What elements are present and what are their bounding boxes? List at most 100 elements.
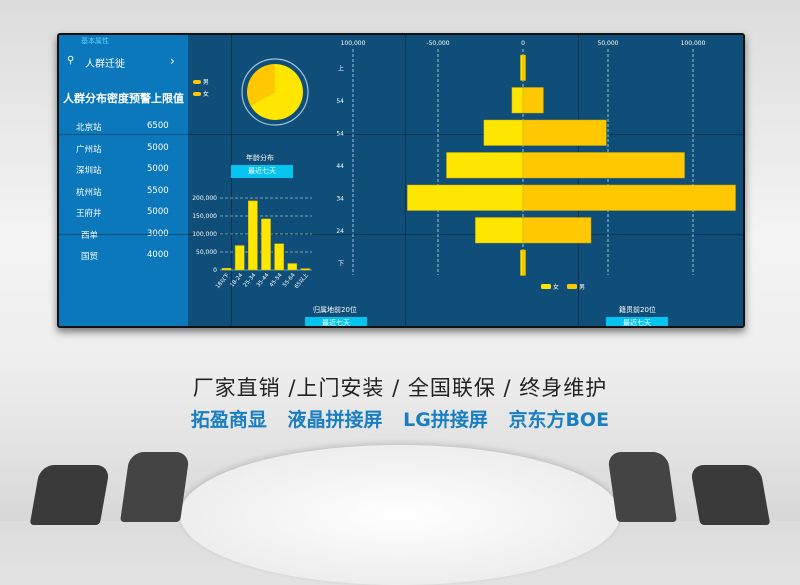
- age-chart-title: 年龄分布: [246, 154, 274, 162]
- station-name: 杭州站: [76, 187, 102, 198]
- station-name: 国贸: [81, 252, 99, 262]
- nav-label: 人群迁徙: [85, 59, 125, 70]
- pyramid-bar-女: [483, 119, 524, 146]
- pyramid-legend-swatch: [541, 284, 551, 289]
- pyramid-legend-swatch: [567, 284, 577, 289]
- bezel-seam: [405, 35, 406, 326]
- bezel-seam: [578, 35, 579, 326]
- pie-ring: [241, 58, 309, 126]
- station-threshold: 6500: [147, 121, 169, 131]
- pyramid-y-tick: 上: [338, 64, 344, 72]
- location-pin-icon: ⚲: [67, 55, 75, 66]
- chevron-right-icon: ›: [170, 54, 175, 68]
- station-name: 广州站: [76, 144, 102, 155]
- station-threshold: 5000: [147, 207, 169, 217]
- pyramid-bar-男: [522, 184, 736, 211]
- conference-table: [180, 445, 620, 585]
- age-x-tick: 18-24: [229, 272, 244, 288]
- pyramid-x-tick: 0: [521, 40, 525, 47]
- pyramid-bar-女: [520, 54, 524, 81]
- pyramid-bar-男: [522, 249, 526, 276]
- charts-layer: 200,000150,000100,00050,000018以下18-2425-…: [192, 40, 736, 291]
- age-x-tick: 65以上: [292, 271, 310, 290]
- station-threshold: 3000: [147, 228, 169, 239]
- section-label: 基本属性: [81, 37, 109, 45]
- station-name: 西单: [81, 230, 99, 241]
- origin-last-7-days-button[interactable]: 最近七天: [305, 317, 367, 326]
- age-last-7-days-button[interactable]: 最近七天: [231, 165, 293, 178]
- pyramid-x-tick: 100,000: [341, 40, 366, 47]
- left-panel: 基本属性 ⚲ 人群迁徙 › 人群分布密度预警上限值 北京站 6500 广州站 5…: [59, 35, 188, 326]
- station-threshold: 5500: [147, 185, 169, 196]
- station-row: 西单 3000: [59, 229, 188, 243]
- slogan-brands: 拓盈商显 液晶拼接屏 LG拼接屏 京东方BOE: [190, 409, 610, 431]
- bezel-seam: [59, 134, 743, 135]
- pyramid-bar-女: [475, 217, 524, 244]
- age-y-tick: 150,000: [192, 213, 217, 220]
- station-threshold: 5000: [147, 142, 169, 153]
- age-y-tick: 100,000: [192, 231, 217, 238]
- pyramid-bar-女: [446, 152, 524, 179]
- pyramid-legend-label: 女: [553, 283, 559, 291]
- pyramid-x-tick: 100,000: [681, 40, 706, 47]
- pyramid-bar-女: [407, 184, 524, 211]
- pyramid-bar-男: [522, 217, 592, 244]
- station-name: 北京站: [76, 123, 102, 133]
- pyramid-bar-男: [522, 87, 544, 114]
- pyramid-legend-label: 男: [579, 284, 585, 291]
- bezel-seam: [59, 234, 743, 235]
- pyramid-y-tick: 24: [336, 228, 344, 235]
- station-row: 北京站 6500: [59, 121, 188, 135]
- nav-item-migration[interactable]: ⚲ 人群迁徙 ›: [67, 53, 182, 71]
- pyramid-bar-女: [520, 249, 524, 276]
- chair: [29, 465, 111, 525]
- age-bar: [248, 200, 258, 271]
- chair: [607, 452, 677, 522]
- pyramid-bar-女: [511, 87, 524, 114]
- pyramid-y-tick: 34: [336, 195, 344, 202]
- pyramid-bar-男: [522, 54, 526, 81]
- origin-title: 归属地前20位: [313, 306, 357, 314]
- age-y-tick: 0: [213, 267, 217, 274]
- bezel-seam: [231, 35, 232, 326]
- age-bar: [234, 245, 245, 271]
- native-title: 籍贯前20位: [619, 306, 656, 314]
- pie-slice-男: [246, 64, 275, 106]
- pyramid-x-tick: -50,000: [426, 40, 449, 47]
- legend-male: 男: [193, 77, 209, 86]
- pyramid-y-tick: 44: [336, 163, 344, 170]
- station-row: 杭州站 5500: [59, 186, 188, 200]
- station-threshold: 5000: [147, 164, 169, 174]
- station-name: 深圳站: [76, 166, 102, 176]
- pyramid-y-tick: 54: [336, 98, 344, 105]
- station-row: 王府井 5000: [59, 207, 188, 221]
- chair: [120, 452, 190, 522]
- pyramid-x-tick: 50,000: [598, 40, 619, 47]
- station-row: 国贸 4000: [59, 250, 188, 264]
- age-x-tick: 18以下: [214, 271, 231, 290]
- station-threshold: 4000: [147, 250, 169, 260]
- station-name: 王府井: [76, 209, 102, 219]
- pyramid-bar-男: [522, 152, 685, 179]
- station-row: 广州站 5000: [59, 143, 188, 157]
- age-bar: [287, 263, 298, 271]
- pie-slice-女: [250, 64, 303, 120]
- video-wall-screen: 基本属性 ⚲ 人群迁徙 › 人群分布密度预警上限值 北京站 6500 广州站 5…: [57, 33, 745, 328]
- panel-title: 人群分布密度预警上限值: [63, 92, 184, 105]
- native-last-7-days-button[interactable]: 最近七天: [606, 317, 668, 326]
- pyramid-bar-男: [522, 119, 607, 146]
- pyramid-y-tick: 54: [336, 130, 344, 137]
- chair: [689, 465, 771, 525]
- age-bar: [274, 243, 284, 271]
- age-x-tick: 25-34: [243, 272, 258, 288]
- age-x-tick: 35-44: [256, 272, 271, 288]
- age-x-tick: 45-54: [269, 272, 284, 288]
- station-row: 深圳站 5000: [59, 164, 188, 178]
- pyramid-y-tick: 下: [338, 260, 344, 267]
- age-bar: [261, 218, 271, 271]
- age-bar: [300, 268, 311, 271]
- age-y-tick: 50,000: [196, 249, 217, 256]
- age-bar: [221, 267, 232, 271]
- legend-female: 女: [193, 89, 209, 98]
- slogan-services: 厂家直销 /上门安装 / 全国联保 / 终身维护: [192, 376, 608, 400]
